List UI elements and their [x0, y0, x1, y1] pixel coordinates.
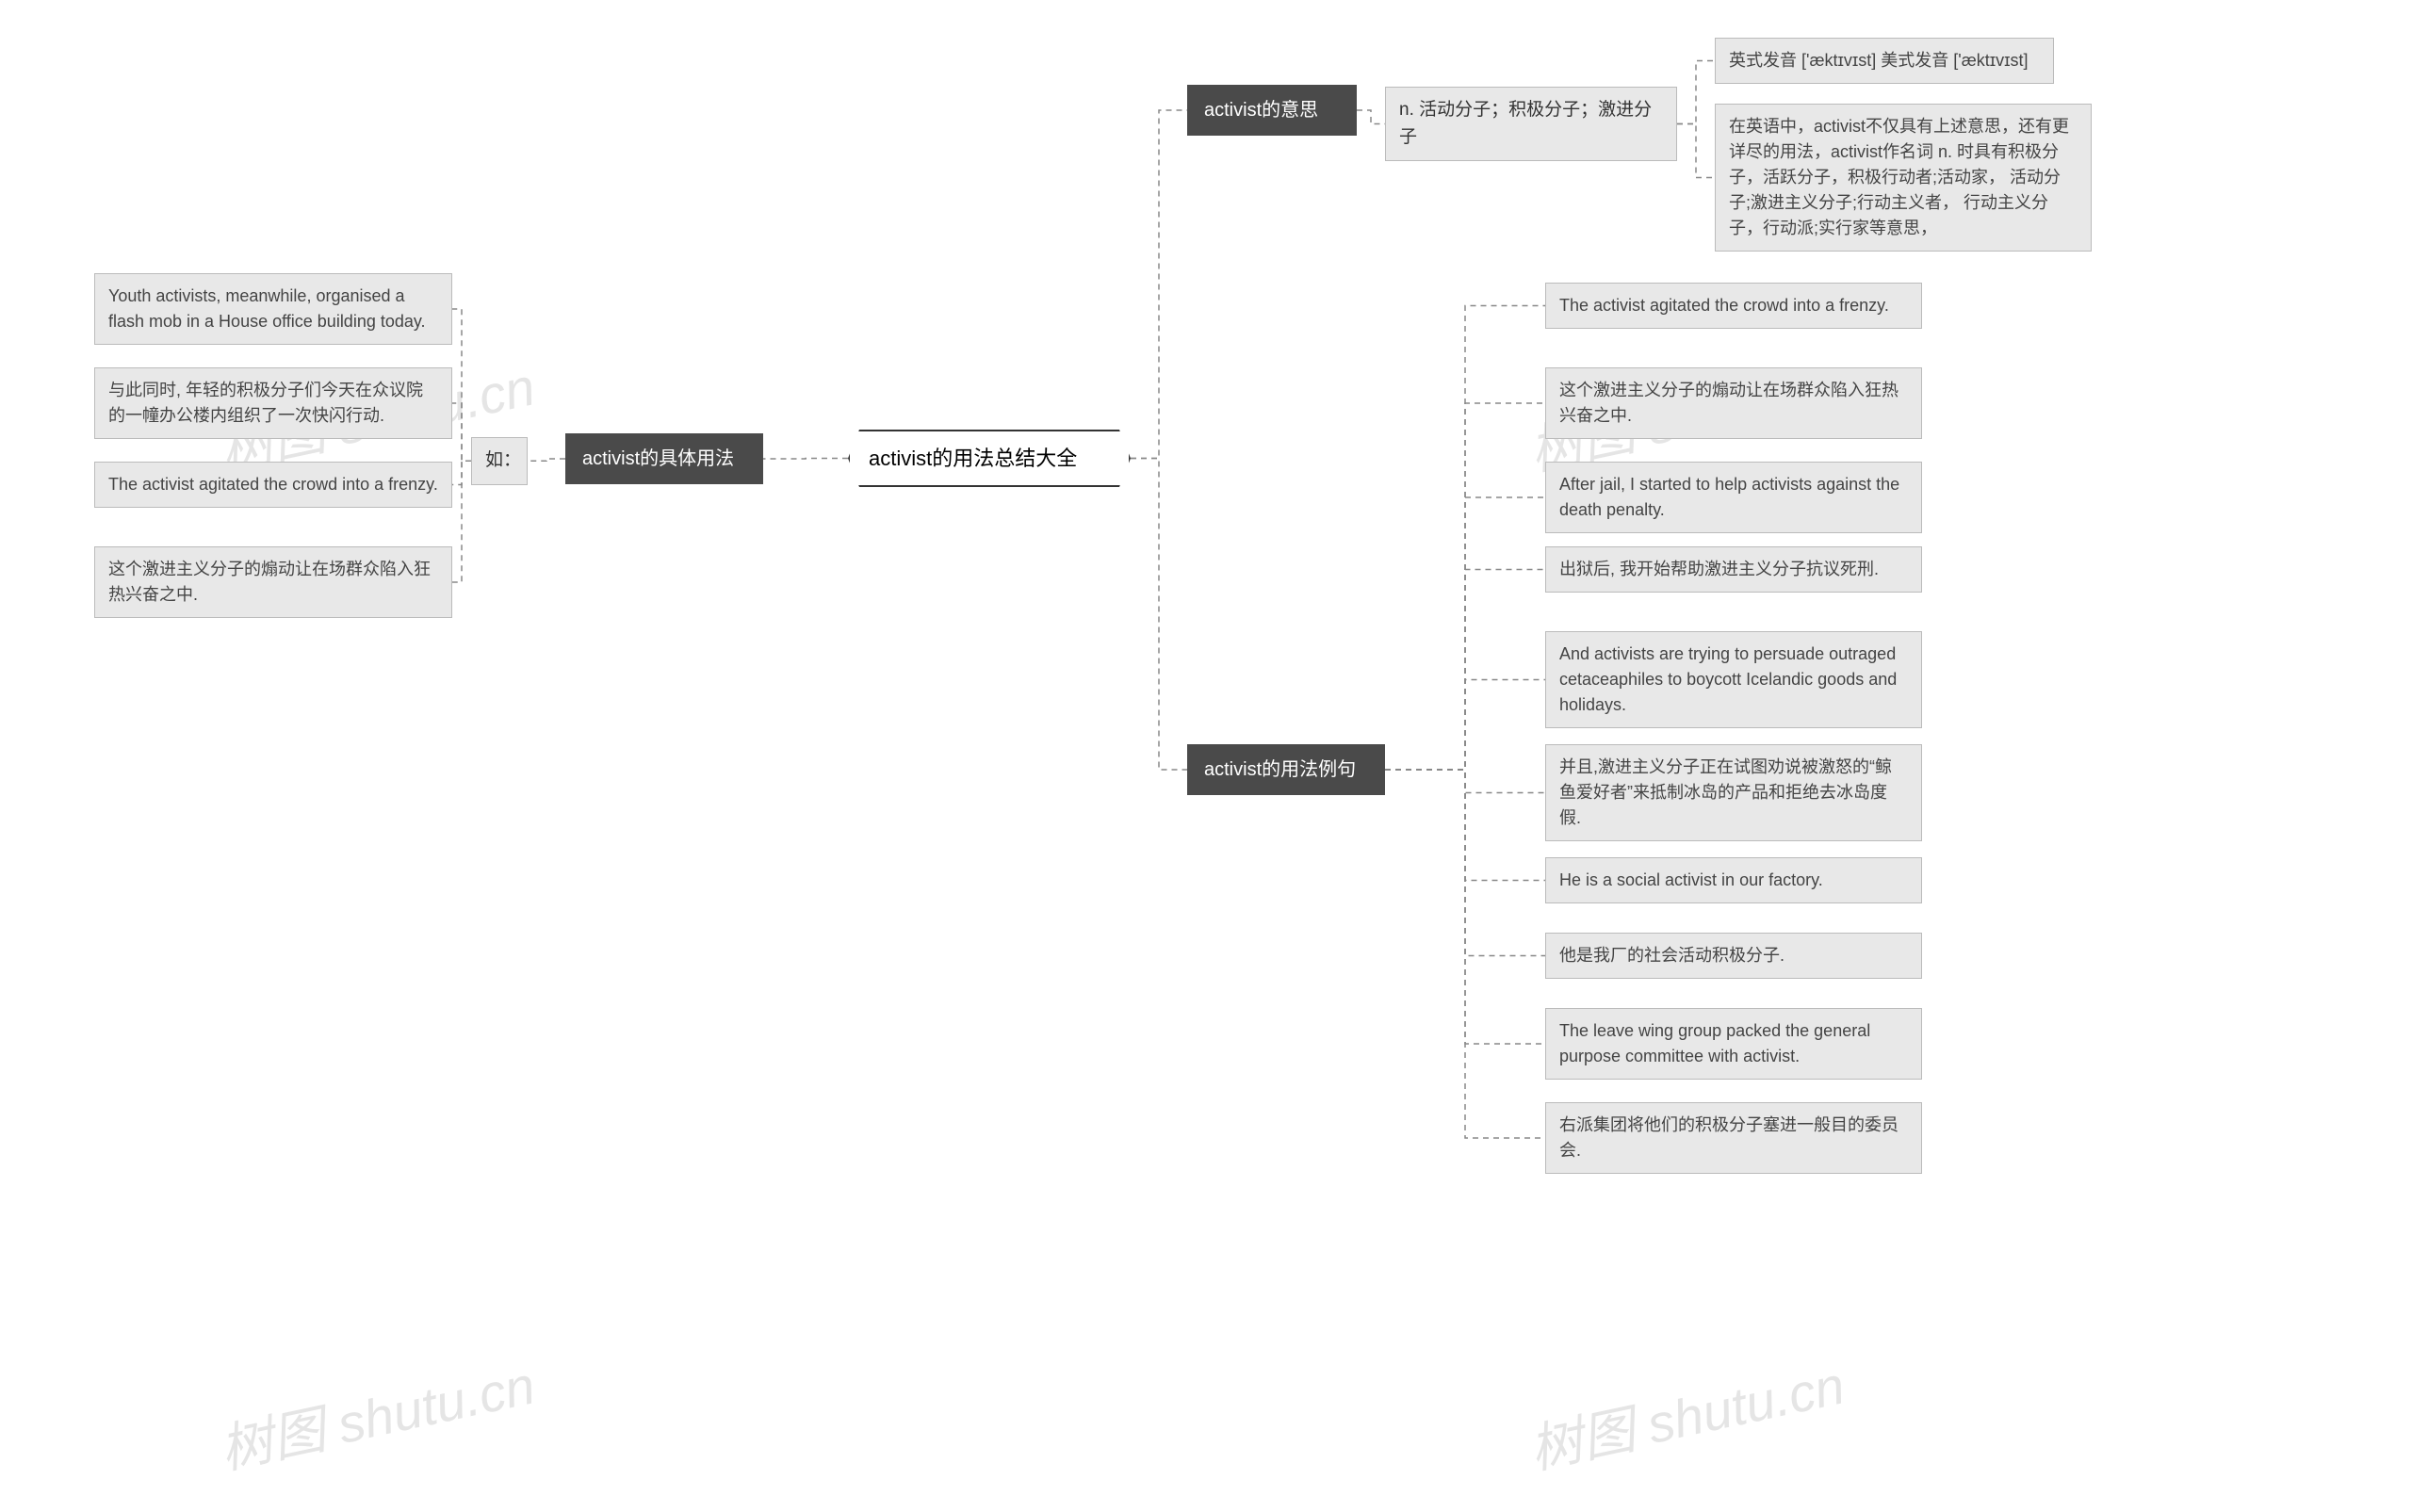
mid-meaning-def: n. 活动分子；积极分子；激进分子: [1385, 87, 1677, 161]
leaf-example-8: 他是我厂的社会活动积极分子.: [1545, 933, 1922, 979]
leaf-example-4: 出狱后, 我开始帮助激进主义分子抗议死刑.: [1545, 546, 1922, 593]
leaf-example-5: And activists are trying to persuade out…: [1545, 631, 1922, 728]
leaf-example-6: 并且,激进主义分子正在试图劝说被激怒的“鲸鱼爱好者”来抵制冰岛的产品和拒绝去冰岛…: [1545, 744, 1922, 841]
leaf-example-9: The leave wing group packed the general …: [1545, 1008, 1922, 1080]
leaf-example-10: 右派集团将他们的积极分子塞进一般目的委员会.: [1545, 1102, 1922, 1174]
branch-examples[interactable]: activist的用法例句: [1187, 744, 1385, 795]
leaf-usage-2: 与此同时, 年轻的积极分子们今天在众议院的一幢办公楼内组织了一次快闪行动.: [94, 367, 452, 439]
watermark: 树图 shutu.cn: [212, 1343, 541, 1485]
leaf-example-7: He is a social activist in our factory.: [1545, 857, 1922, 903]
leaf-pronunciation: 英式发音 ['æktɪvɪst] 美式发音 ['æktɪvɪst]: [1715, 38, 2054, 84]
leaf-example-2: 这个激进主义分子的煽动让在场群众陷入狂热兴奋之中.: [1545, 367, 1922, 439]
leaf-usage-1: Youth activists, meanwhile, organised a …: [94, 273, 452, 345]
leaf-example-3: After jail, I started to help activists …: [1545, 462, 1922, 533]
leaf-usage-3: The activist agitated the crowd into a f…: [94, 462, 452, 508]
leaf-extended-meaning: 在英语中，activist不仅具有上述意思，还有更详尽的用法，activist作…: [1715, 104, 2092, 252]
watermark: 树图 shutu.cn: [1522, 1343, 1850, 1485]
branch-meaning[interactable]: activist的意思: [1187, 85, 1357, 136]
branch-usage[interactable]: activist的具体用法: [565, 433, 763, 484]
leaf-example-1: The activist agitated the crowd into a f…: [1545, 283, 1922, 329]
root-node[interactable]: activist的用法总结大全: [848, 430, 1131, 487]
leaf-usage-4: 这个激进主义分子的煽动让在场群众陷入狂热兴奋之中.: [94, 546, 452, 618]
mid-eg: 如：: [471, 437, 528, 485]
